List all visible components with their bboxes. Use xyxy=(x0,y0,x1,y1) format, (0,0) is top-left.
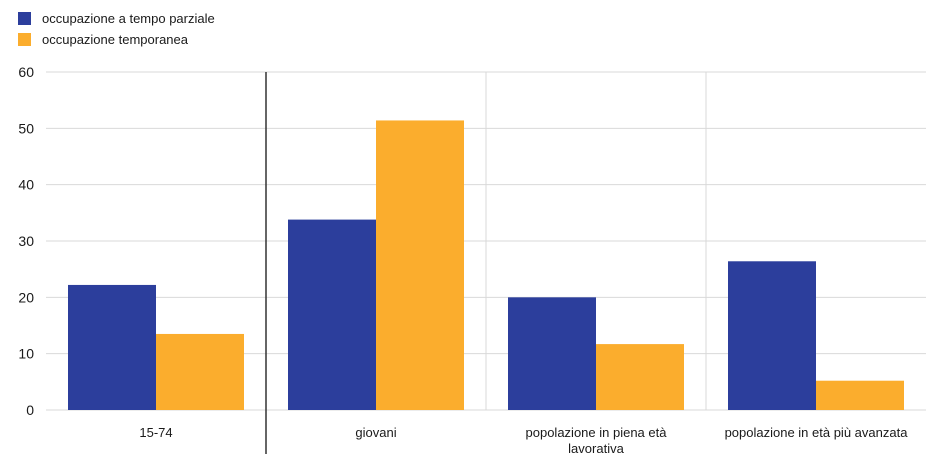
y-tick-label-0: 0 xyxy=(26,402,34,418)
bar-series-1-cat-3 xyxy=(508,297,596,410)
bar-series-2-cat-3 xyxy=(596,344,684,410)
y-tick-label-60: 60 xyxy=(18,64,34,80)
bar-series-1-cat-2 xyxy=(288,219,376,410)
legend-swatch-part-time xyxy=(18,12,31,25)
y-tick-label-20: 20 xyxy=(18,289,34,305)
x-tick-label-3-line-1: popolazione in piena età xyxy=(526,425,668,440)
bar-series-2-cat-1 xyxy=(156,333,244,410)
x-tick-label-2: giovani xyxy=(355,425,396,440)
y-tick-label-30: 30 xyxy=(18,233,34,249)
legend-item-part-time: occupazione a tempo parziale xyxy=(18,8,215,29)
legend-label-part-time: occupazione a tempo parziale xyxy=(42,11,215,26)
legend: occupazione a tempo parziale occupazione… xyxy=(18,8,215,50)
y-tick-label-10: 10 xyxy=(18,346,34,362)
y-tick-label-50: 50 xyxy=(18,120,34,136)
bar-series-1-cat-1 xyxy=(68,284,156,410)
x-tick-label-4: popolazione in età più avanzata xyxy=(725,425,909,440)
bar-series-2-cat-2 xyxy=(376,120,464,411)
legend-swatch-temporary xyxy=(18,33,31,46)
legend-item-temporary: occupazione temporanea xyxy=(18,29,215,50)
bar-series-1-cat-4 xyxy=(728,261,816,410)
x-tick-label-3-line-2: lavorativa xyxy=(568,441,624,454)
y-tick-label-40: 40 xyxy=(18,177,34,193)
bar-series-2-cat-4 xyxy=(816,380,904,410)
legend-label-temporary: occupazione temporanea xyxy=(42,32,188,47)
x-tick-label-1: 15-74 xyxy=(139,425,172,440)
